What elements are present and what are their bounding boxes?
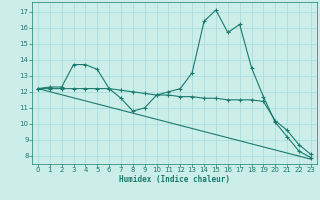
X-axis label: Humidex (Indice chaleur): Humidex (Indice chaleur) bbox=[119, 175, 230, 184]
